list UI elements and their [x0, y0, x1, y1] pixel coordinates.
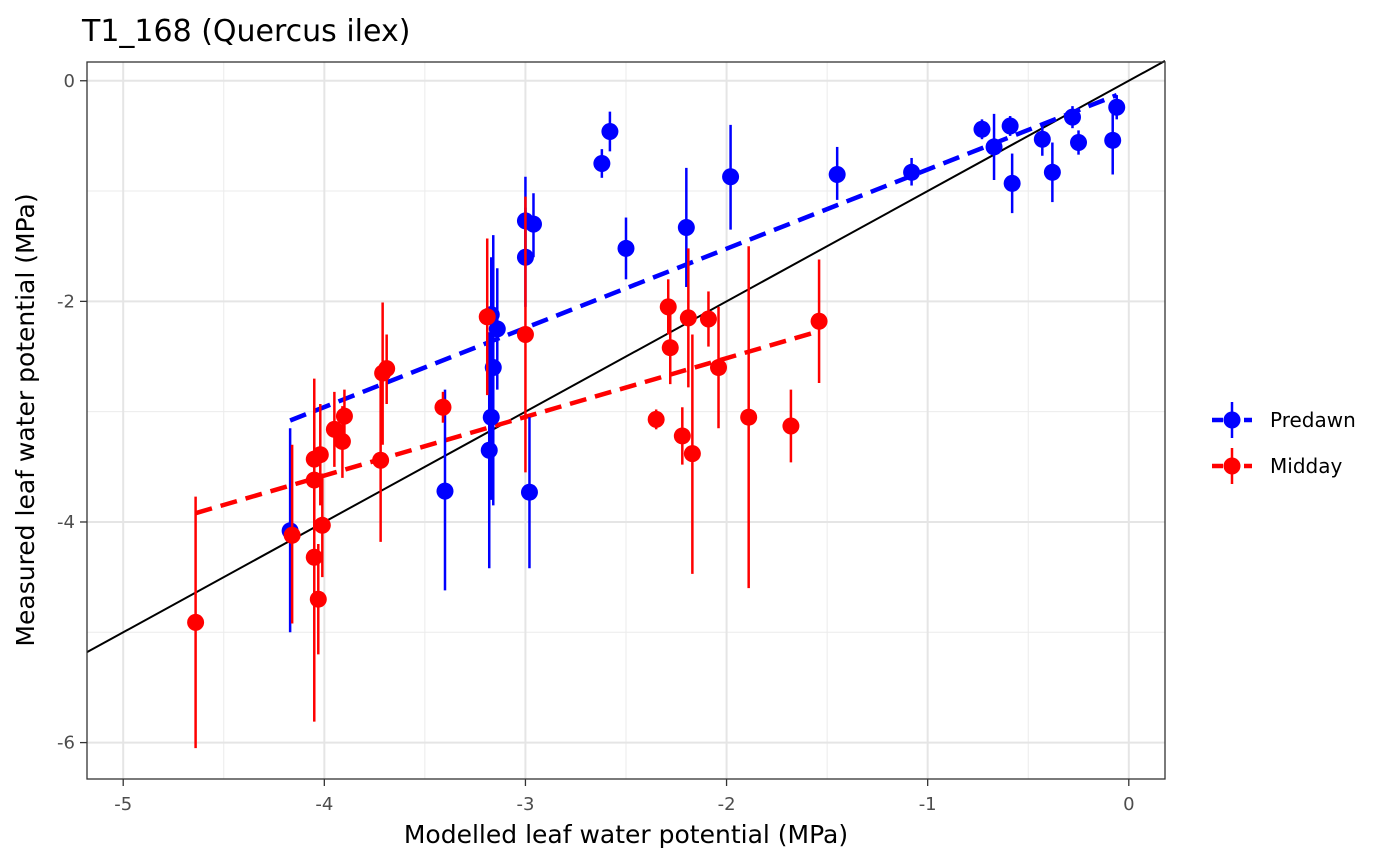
- point-midday: [335, 407, 353, 425]
- point-predawn: [828, 166, 846, 184]
- point-predawn: [1108, 98, 1126, 116]
- y-tick-label: -4: [57, 512, 75, 533]
- y-tick-label: -6: [57, 733, 75, 754]
- legend: Predawn Midday: [1212, 402, 1356, 484]
- y-tick-label: 0: [64, 71, 75, 92]
- point-midday: [434, 398, 452, 416]
- legend-label-midday: Midday: [1270, 454, 1342, 478]
- x-tick-label: -4: [315, 794, 333, 815]
- y-axis-label: Measured leaf water potential (MPa): [11, 193, 40, 646]
- point-predawn: [617, 239, 635, 257]
- point-midday: [333, 432, 351, 450]
- point-midday: [647, 410, 665, 428]
- legend-key-midday: [1223, 457, 1241, 475]
- point-midday: [679, 309, 697, 327]
- fit-line-predawn: [289, 92, 1118, 423]
- point-predawn: [436, 482, 454, 500]
- point-midday: [305, 471, 323, 489]
- y-axis-ticks: -6 -4 -2 0: [57, 71, 87, 754]
- point-midday: [661, 339, 679, 357]
- point-midday: [478, 308, 496, 326]
- point-midday: [309, 590, 327, 608]
- point-midday: [683, 445, 701, 463]
- point-midday: [372, 451, 390, 469]
- legend-key-predawn: [1223, 411, 1241, 429]
- point-midday: [187, 613, 205, 631]
- point-midday: [325, 420, 343, 438]
- point-predawn: [1104, 131, 1122, 149]
- point-predawn: [1001, 117, 1019, 135]
- grid: [87, 62, 1165, 779]
- point-predawn: [1070, 134, 1088, 152]
- x-tick-label: -1: [919, 794, 937, 815]
- point-predawn: [601, 122, 619, 140]
- point-predawn: [1033, 130, 1051, 148]
- point-predawn: [1043, 163, 1061, 181]
- point-midday: [659, 298, 677, 316]
- x-axis-ticks: -5 -4 -3 -2 -1 0: [114, 779, 1135, 815]
- x-tick-label: 0: [1123, 794, 1134, 815]
- point-predawn: [677, 218, 695, 236]
- plot-panel-border: [86, 61, 1166, 780]
- identity-line: [86, 60, 1166, 654]
- point-midday: [305, 548, 323, 566]
- point-midday: [740, 408, 758, 426]
- x-axis-label: Modelled leaf water potential (MPa): [404, 820, 848, 849]
- point-midday: [516, 325, 534, 343]
- point-predawn: [722, 168, 740, 186]
- y-tick-label: -2: [57, 291, 75, 312]
- point-predawn: [480, 441, 498, 459]
- x-tick-label: -3: [516, 794, 534, 815]
- point-predawn: [482, 408, 500, 426]
- point-midday: [810, 312, 828, 330]
- x-tick-label: -5: [114, 794, 132, 815]
- point-predawn: [484, 359, 502, 377]
- data-points: [187, 95, 1126, 749]
- point-predawn: [985, 138, 1003, 156]
- point-predawn: [524, 215, 542, 233]
- x-tick-label: -2: [718, 794, 736, 815]
- point-midday: [710, 359, 728, 377]
- point-predawn: [1003, 174, 1021, 192]
- point-predawn: [1063, 108, 1081, 126]
- identity-line-segment: [86, 60, 1166, 654]
- fit-lines: [194, 92, 1118, 516]
- legend-label-predawn: Predawn: [1270, 408, 1356, 432]
- point-predawn: [520, 483, 538, 501]
- point-midday: [673, 427, 691, 445]
- point-predawn: [593, 154, 611, 172]
- point-midday: [699, 310, 717, 328]
- point-midday: [283, 526, 301, 544]
- point-predawn: [973, 120, 991, 138]
- point-midday: [378, 360, 396, 378]
- chart-title: T1_168 (Quercus ilex): [81, 14, 410, 49]
- point-midday: [311, 446, 329, 464]
- fit-line-midday: [194, 328, 820, 516]
- point-midday: [313, 516, 331, 534]
- point-predawn: [488, 320, 506, 338]
- point-predawn: [903, 163, 921, 181]
- point-midday: [782, 417, 800, 435]
